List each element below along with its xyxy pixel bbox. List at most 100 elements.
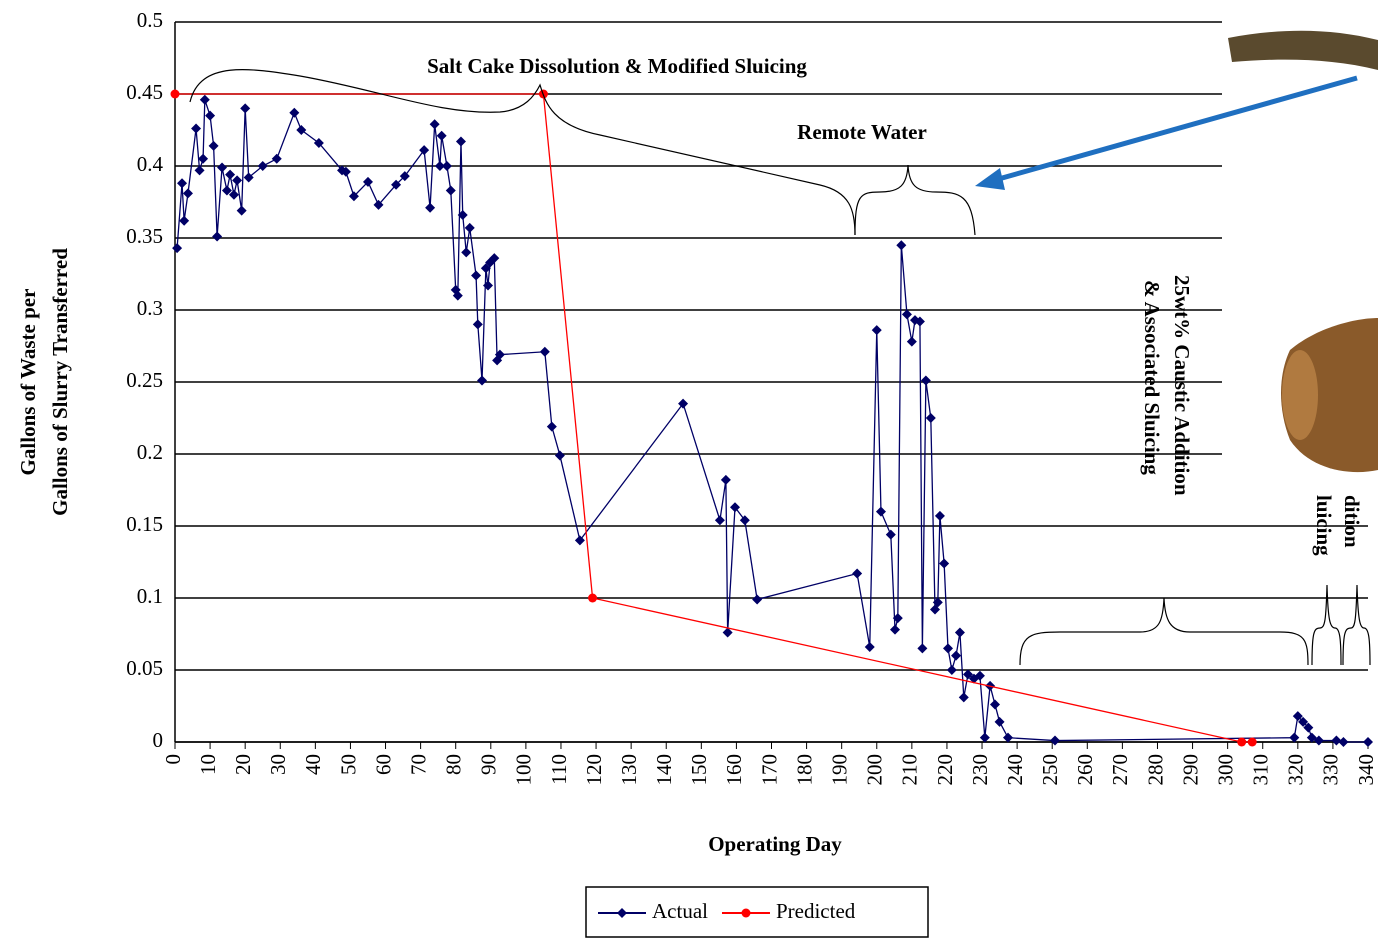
x-tick-label: 340 [1354,754,1378,786]
x-tick-label: 220 [933,754,957,786]
data-point [540,347,550,357]
data-point [1363,737,1373,747]
y-tick-label: 0.25 [126,368,163,392]
data-point [171,90,180,99]
data-point [547,422,557,432]
data-point [205,111,215,121]
y-tick-label: 0.05 [126,656,163,680]
data-point [917,643,927,653]
data-point [902,309,912,319]
data-point [959,692,969,702]
x-tick-label: 130 [617,754,641,786]
brace [1020,598,1308,665]
data-point [240,103,250,113]
x-axis-label: Operating Day [708,832,842,856]
legend-marker [741,909,750,918]
data-point [926,413,936,423]
data-point [955,628,965,638]
arrow-head [975,168,1005,190]
y-tick-label: 0 [153,728,164,752]
x-tick-label: 260 [1073,754,1097,786]
data-point [419,145,429,155]
chart: 00.050.10.150.20.250.30.350.40.450.50102… [0,0,1378,938]
x-tick-label: 240 [1003,754,1027,786]
data-point [939,558,949,568]
annotation: dition [1340,495,1364,548]
x-tick-label: 330 [1319,754,1343,786]
data-point [951,651,961,661]
data-point [172,243,182,253]
x-tick-label: 110 [547,754,571,785]
data-point [555,450,565,460]
x-tick-label: 230 [968,754,992,786]
data-point [442,161,452,171]
data-point [935,511,945,521]
data-point [437,131,447,141]
data-point [200,95,210,105]
data-point [752,594,762,604]
x-tick-label: 0 [161,754,185,765]
x-tick-label: 280 [1143,754,1167,786]
data-point [456,137,466,147]
data-point [865,642,875,652]
data-point [183,188,193,198]
data-point [425,203,435,213]
data-point [232,175,242,185]
x-tick-label: 30 [266,754,290,775]
data-point [217,162,227,172]
data-point [947,665,957,675]
data-point [886,530,896,540]
data-point [678,399,688,409]
x-tick-label: 180 [792,754,816,786]
x-tick-label: 90 [477,754,501,775]
photo [1222,0,1378,492]
data-point [473,319,483,329]
data-point [876,507,886,517]
x-tick-label: 160 [722,754,746,786]
y-tick-label: 0.4 [137,152,164,176]
photo-part-end [1282,350,1318,440]
data-point [289,108,299,118]
y-tick-label: 0.1 [137,584,163,608]
x-tick-label: 70 [406,754,430,775]
data-point [943,643,953,653]
x-tick-label: 320 [1284,754,1308,786]
data-point [995,717,1005,727]
x-tick-label: 100 [512,754,536,786]
x-tick-label: 80 [442,754,466,775]
data-point [483,281,493,291]
annotation: & Associated Sluicing [1140,280,1164,475]
annotation: 25wt% Caustic Addition [1170,275,1194,496]
x-tick-label: 10 [196,754,220,775]
data-point [588,594,597,603]
data-point [1338,737,1348,747]
data-point [740,515,750,525]
series-line [175,94,1252,742]
x-tick-label: 60 [371,754,395,775]
annotation: luicing [1312,495,1336,556]
annotation: Remote Water [797,120,927,144]
data-point [872,325,882,335]
x-tick-label: 170 [757,754,781,786]
data-point [212,232,222,242]
x-tick-label: 290 [1178,754,1202,786]
data-point [896,240,906,250]
annotation: Salt Cake Dissolution & Modified Sluicin… [427,54,807,78]
data-point [980,733,990,743]
data-point [296,125,306,135]
brace [855,165,975,235]
x-tick-label: 200 [863,754,887,786]
x-tick-label: 270 [1108,754,1132,786]
x-tick-label: 190 [827,754,851,786]
brace [1312,585,1341,665]
y-tick-label: 0.3 [137,296,163,320]
y-axis-label: Gallons of Slurry Transferred [48,248,72,516]
data-point [1003,733,1013,743]
x-tick-label: 120 [582,754,606,786]
y-axis-label: Gallons of Waste per [16,289,40,476]
data-point [209,141,219,151]
data-point [890,625,900,635]
x-tick-label: 300 [1213,754,1237,786]
x-tick-label: 50 [336,754,360,775]
